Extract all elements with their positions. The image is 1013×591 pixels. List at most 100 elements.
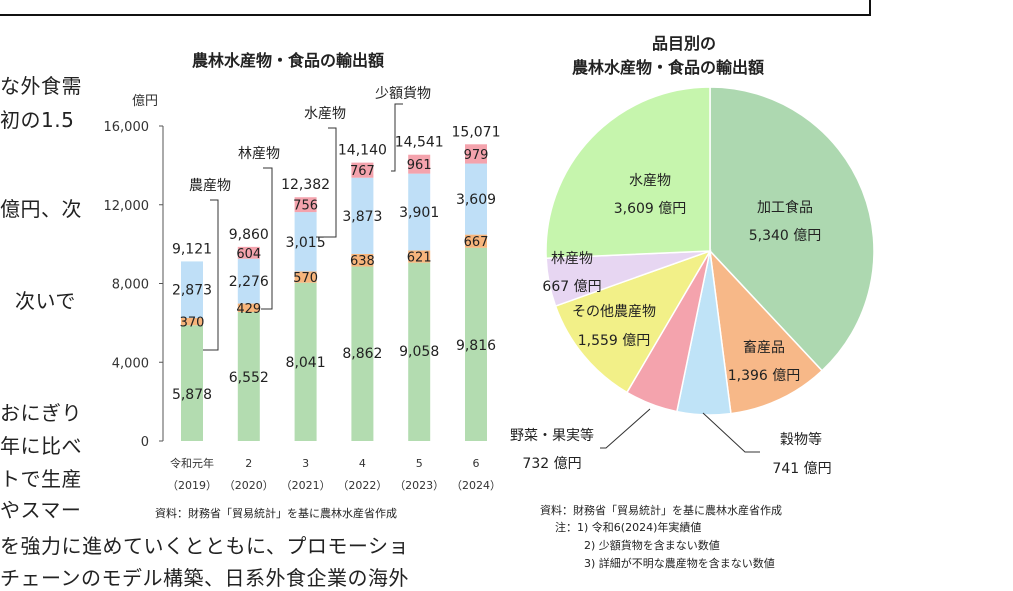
data-label-fish: 3,609 bbox=[456, 192, 496, 208]
pie-chart-note-1: 注：1) 令和6(2024)年実績値 bbox=[555, 521, 702, 534]
pie-label-value: 1,559 億円 bbox=[578, 333, 651, 349]
body-text-3: 億円、次 bbox=[0, 197, 82, 221]
legend-small-leader bbox=[391, 103, 403, 172]
data-label-total: 9,860 bbox=[229, 227, 269, 243]
data-label-small: 961 bbox=[407, 158, 432, 173]
bar-少額貨物 bbox=[237, 246, 260, 259]
pie-chart-note-2: 2) 少額貨物を含まない数値 bbox=[584, 539, 720, 552]
data-label-agri: 9,816 bbox=[456, 338, 496, 354]
body-text-5: おにぎり bbox=[0, 401, 82, 425]
x-tick-label: 5 bbox=[416, 457, 423, 470]
bar-少額貨物 bbox=[351, 162, 374, 178]
data-label-total: 14,541 bbox=[395, 135, 444, 151]
data-label-total: 9,121 bbox=[172, 241, 212, 257]
legend-forest-callout: 林産物 bbox=[238, 146, 280, 162]
body-text-4: 次いで bbox=[15, 289, 76, 313]
bar-林産物 bbox=[465, 234, 487, 248]
bar-農産物 bbox=[181, 325, 203, 441]
legend-agri-callout: 農産物 bbox=[189, 178, 231, 194]
pie-chart-title-line1: 品目別の bbox=[652, 34, 717, 53]
pie-label-value: 741 億円 bbox=[772, 461, 831, 477]
x-tick-sublabel: （2023） bbox=[394, 479, 444, 492]
pie-label-name: 畜産品 bbox=[743, 340, 785, 356]
x-tick-sublabel: （2020） bbox=[224, 479, 274, 492]
data-label-small: 767 bbox=[350, 164, 375, 179]
pie-slice-加工食品 bbox=[709, 86, 875, 372]
pie-label-value: 732 億円 bbox=[522, 456, 581, 472]
data-label-forest: 621 bbox=[407, 251, 432, 266]
bar-林産物 bbox=[351, 253, 374, 267]
bar-水産物 bbox=[237, 258, 260, 304]
pie-label-name: その他農産物 bbox=[572, 304, 656, 320]
bar-chart-title: 農林水産物・食品の輸出額 bbox=[192, 51, 385, 70]
pie-slice-野菜・果実等 bbox=[625, 250, 711, 413]
pie-leader-veg bbox=[600, 408, 651, 449]
body-text-8: やスマー bbox=[0, 498, 82, 522]
x-tick-label: 6 bbox=[473, 457, 480, 470]
bar-農産物 bbox=[351, 266, 374, 441]
bar-chart-source: 資料：財務省「貿易統計」を基に農林水産省作成 bbox=[155, 507, 397, 520]
pie-label-value: 667 億円 bbox=[542, 279, 601, 295]
bar-農産物 bbox=[408, 262, 431, 441]
bar-林産物 bbox=[408, 250, 431, 263]
pie-leader-grain bbox=[702, 412, 760, 453]
pie-slice-林産物 bbox=[545, 250, 711, 307]
x-tick-label: 2 bbox=[245, 457, 252, 470]
legend-small-callout: 少額貨物 bbox=[375, 85, 431, 102]
bar-chart: 億円 0 4,000 8,000 12,000 16,000 令和元年 （2019） 2 （202… bbox=[104, 85, 502, 492]
body-text-7: トで生産 bbox=[0, 467, 82, 491]
data-label-total: 15,071 bbox=[452, 124, 501, 140]
x-tick-sublabel: （2019） bbox=[167, 479, 217, 492]
data-label-fish: 3,015 bbox=[286, 235, 326, 251]
x-tick-sublabel: （2022） bbox=[337, 479, 387, 492]
x-tick-label: 3 bbox=[302, 457, 309, 470]
pie-slice-水産物 bbox=[545, 86, 711, 259]
data-label-agri: 8,041 bbox=[286, 355, 326, 371]
bar-農産物 bbox=[237, 312, 260, 441]
x-tick-sublabel: （2024） bbox=[451, 479, 501, 492]
body-text-10: チェーンのモデル構築、日系外食企業の海外 bbox=[0, 566, 409, 590]
bar-農産物 bbox=[465, 247, 487, 441]
data-label-fish: 3,873 bbox=[342, 209, 382, 225]
y-tick-label: 4,000 bbox=[112, 356, 149, 371]
data-label-small: 979 bbox=[464, 148, 489, 163]
pie-chart-source: 資料：財務省「貿易統計」を基に農林水産省作成 bbox=[540, 504, 782, 517]
pie-label-name: 林産物 bbox=[551, 251, 593, 267]
pie-slice-その他農産物 bbox=[554, 249, 712, 394]
data-label-small: 604 bbox=[236, 247, 261, 262]
data-label-fish: 2,873 bbox=[172, 283, 212, 299]
legend-fish-leader bbox=[316, 127, 337, 238]
bar-水産物 bbox=[408, 173, 431, 251]
pie-label-name: 加工食品 bbox=[757, 199, 813, 216]
bar-水産物 bbox=[351, 177, 374, 254]
data-label-fish: 3,901 bbox=[399, 205, 439, 221]
data-label-fish: 2,276 bbox=[229, 274, 269, 290]
data-label-agri: 6,552 bbox=[229, 370, 269, 386]
pie-slice-畜産品 bbox=[708, 248, 824, 415]
legend-fish-callout: 水産物 bbox=[304, 106, 346, 122]
pie-label-value: 5,340 億円 bbox=[749, 228, 822, 244]
body-text-9: を強力に進めていくとともに、プロモーショ bbox=[0, 534, 409, 558]
bar-少額貨物 bbox=[465, 144, 487, 164]
data-label-total: 12,382 bbox=[281, 177, 330, 193]
y-tick-label: 8,000 bbox=[112, 278, 149, 293]
data-label-small: 756 bbox=[293, 199, 318, 214]
pie-label-value: 3,609 億円 bbox=[614, 201, 687, 217]
data-label-forest: 429 bbox=[236, 302, 261, 317]
bar-水産物 bbox=[294, 212, 317, 272]
pie-label-name: 穀物等 bbox=[780, 431, 822, 448]
x-tick-label: 4 bbox=[359, 457, 366, 470]
bar-林産物 bbox=[181, 317, 203, 326]
pie-label-value: 1,396 億円 bbox=[728, 368, 801, 384]
bar-林産物 bbox=[237, 303, 260, 313]
pie-chart-note-3: 3) 詳細が不明な農産物を含まない数値 bbox=[584, 557, 775, 570]
data-label-forest: 570 bbox=[293, 271, 318, 286]
y-tick-label: 16,000 bbox=[104, 120, 150, 135]
y-tick-label: 0 bbox=[141, 435, 149, 450]
bar-水産物 bbox=[181, 261, 203, 318]
body-text-6: 年に比べ bbox=[0, 434, 82, 458]
data-label-forest: 667 bbox=[464, 235, 489, 250]
x-tick-label: 令和元年 bbox=[170, 456, 214, 470]
body-text-1: な外食需 bbox=[0, 74, 82, 98]
data-label-forest: 370 bbox=[180, 316, 205, 331]
